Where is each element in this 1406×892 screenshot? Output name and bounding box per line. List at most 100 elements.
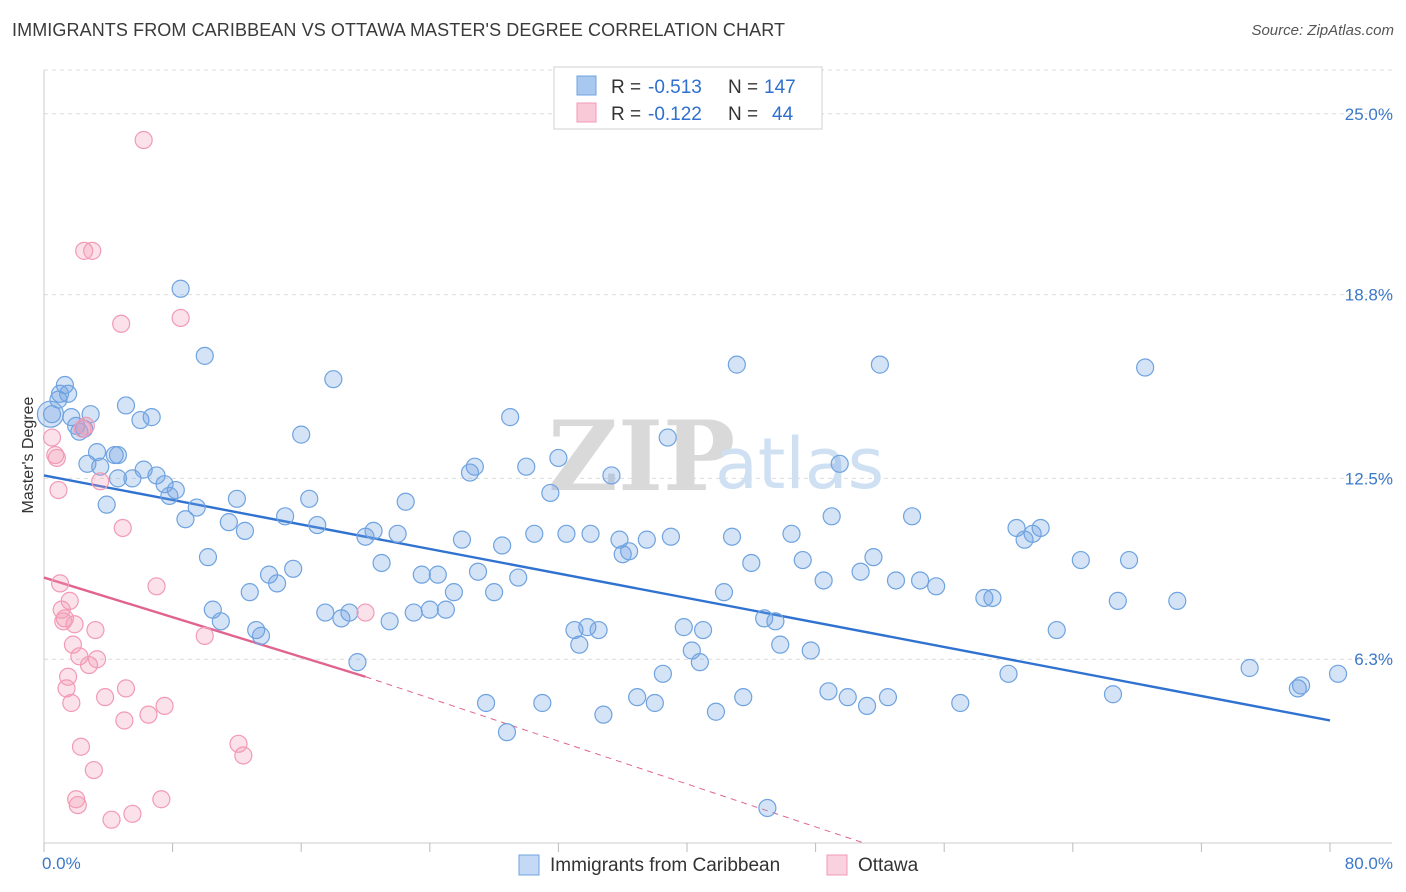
caribbean-point [1119, 550, 1139, 570]
caribbean-point-large [36, 400, 65, 428]
caribbean-point [814, 571, 833, 590]
y-tick-label-1: 12.5% [1345, 469, 1393, 488]
legend-n-value-1: 147 [764, 77, 796, 98]
caribbean-point [653, 664, 672, 683]
y-axis-label: Master's Degree [20, 396, 37, 513]
x-tick-label-1: 80.0% [1345, 854, 1393, 873]
legend-n-value-2: 44 [772, 104, 794, 125]
caribbean-point [645, 693, 664, 713]
caribbean-point [240, 583, 259, 602]
caribbean-point [983, 588, 1002, 608]
caribbean-point [878, 688, 898, 707]
caribbean-point [211, 612, 230, 631]
caribbean-point [693, 620, 713, 640]
bottom-legend-swatch-caribbean [518, 854, 540, 876]
caribbean-point [501, 408, 520, 427]
caribbean-point [166, 480, 185, 500]
ottawa-point [55, 609, 74, 628]
ottawa-point [57, 679, 76, 698]
gridlines [44, 69, 1392, 660]
caribbean-point [1136, 358, 1155, 377]
caribbean-point [171, 279, 190, 298]
x-tick-label-0: 0.0% [42, 854, 81, 873]
caribbean-point [108, 445, 128, 465]
caribbean-point [581, 524, 600, 543]
ottawa-point [123, 804, 142, 823]
caribbean-point [602, 466, 621, 485]
legend-n-label-2: N = [728, 104, 758, 125]
ottawa-point [83, 241, 102, 260]
ottawa-point [87, 650, 107, 669]
caribbean-point [525, 524, 544, 543]
legend-r-label-2: R = [611, 104, 641, 125]
caribbean-point [404, 603, 423, 622]
caribbean-point [324, 370, 343, 389]
caribbean-point [155, 475, 174, 494]
caribbean-point [396, 492, 415, 511]
caribbean-point [801, 641, 820, 660]
bottom-legend-swatch-ottawa [826, 854, 848, 876]
caribbean-point [372, 553, 391, 573]
caribbean-point [927, 577, 946, 596]
bottom-legend-ottawa: Ottawa [858, 855, 919, 876]
caribbean-point [610, 530, 629, 549]
ottawa-point [234, 746, 253, 765]
caribbean-point [436, 600, 455, 619]
caribbean-point [497, 723, 517, 742]
caribbean-point [674, 618, 693, 637]
caribbean-point [300, 489, 319, 508]
ottawa-point [68, 795, 87, 815]
caribbean-point [97, 495, 116, 514]
caribbean-point [1071, 550, 1090, 570]
caribbean-point [485, 583, 504, 602]
axes [43, 70, 1392, 852]
caribbean-point [195, 346, 214, 365]
ottawa-point [50, 574, 70, 593]
caribbean-point [838, 688, 857, 707]
caribbean-point [1288, 679, 1307, 698]
caribbean-point [793, 550, 812, 570]
ottawa-trend-extension [365, 676, 864, 844]
ottawa-point [152, 790, 171, 809]
ottawa-point [115, 711, 134, 730]
ottawa-point [171, 308, 190, 328]
caribbean-point [758, 798, 777, 818]
ottawa-point [113, 518, 132, 538]
ottawa-point [63, 635, 83, 654]
caribbean-point [428, 565, 447, 584]
caribbean-point [533, 693, 552, 713]
legend-r-label-1: R = [611, 77, 641, 98]
legend-r-value-1: -0.513 [648, 77, 702, 98]
caribbean-point [340, 603, 359, 622]
caribbean-point [782, 524, 801, 543]
caribbean-point [176, 510, 195, 529]
y-tick-label-3: 25.0% [1345, 105, 1393, 124]
caribbean-point [578, 618, 597, 637]
caribbean-point [910, 571, 930, 590]
caribbean-point [91, 457, 110, 476]
caribbean-point [1103, 685, 1123, 704]
legend-swatch-caribbean [576, 75, 597, 96]
caribbean-point [1031, 518, 1050, 538]
legend-r-value-2: -0.122 [648, 104, 702, 125]
caribbean-point [1240, 658, 1259, 678]
caribbean-point [460, 463, 480, 482]
data-points [36, 130, 1348, 829]
caribbean-point [412, 565, 431, 584]
caribbean-point [235, 521, 255, 540]
caribbean-point [1108, 591, 1127, 610]
caribbean-point [727, 355, 746, 374]
caribbean-point [468, 562, 488, 581]
caribbean-point [420, 600, 439, 619]
caribbean-point [734, 688, 753, 707]
caribbean-point [755, 609, 774, 628]
caribbean-point [198, 548, 218, 567]
y-tick-label-2: 18.8% [1345, 286, 1393, 305]
caribbean-point [493, 536, 512, 555]
caribbean-point [87, 443, 107, 462]
caribbean-point [59, 384, 78, 403]
ottawa-point [46, 445, 65, 465]
caribbean-point [870, 355, 890, 374]
caribbean-point [819, 682, 838, 701]
